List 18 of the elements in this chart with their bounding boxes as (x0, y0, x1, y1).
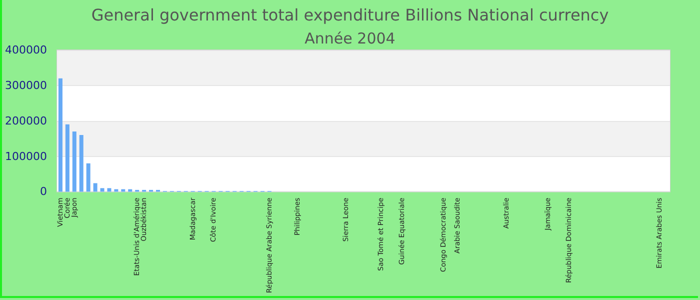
bar (114, 189, 118, 192)
bar (100, 188, 104, 192)
bar (58, 78, 62, 192)
y-tick-label: 300000 (4, 78, 47, 92)
y-tick-label: 0 (40, 185, 47, 198)
bar (93, 183, 98, 192)
bar (65, 124, 70, 192)
bar (107, 188, 112, 192)
bar (72, 131, 76, 192)
bar (79, 135, 84, 192)
bar (128, 189, 132, 192)
y-tick-label: 100000 (4, 150, 47, 163)
y-tick-label: 200000 (4, 114, 47, 128)
bar (86, 163, 90, 192)
y-tick-label: 400000 (4, 44, 47, 56)
bar (121, 189, 126, 192)
chart-subtitle: Année 2004 (304, 30, 396, 48)
chart-title: General government total expenditure Billions National currency (91, 6, 609, 24)
